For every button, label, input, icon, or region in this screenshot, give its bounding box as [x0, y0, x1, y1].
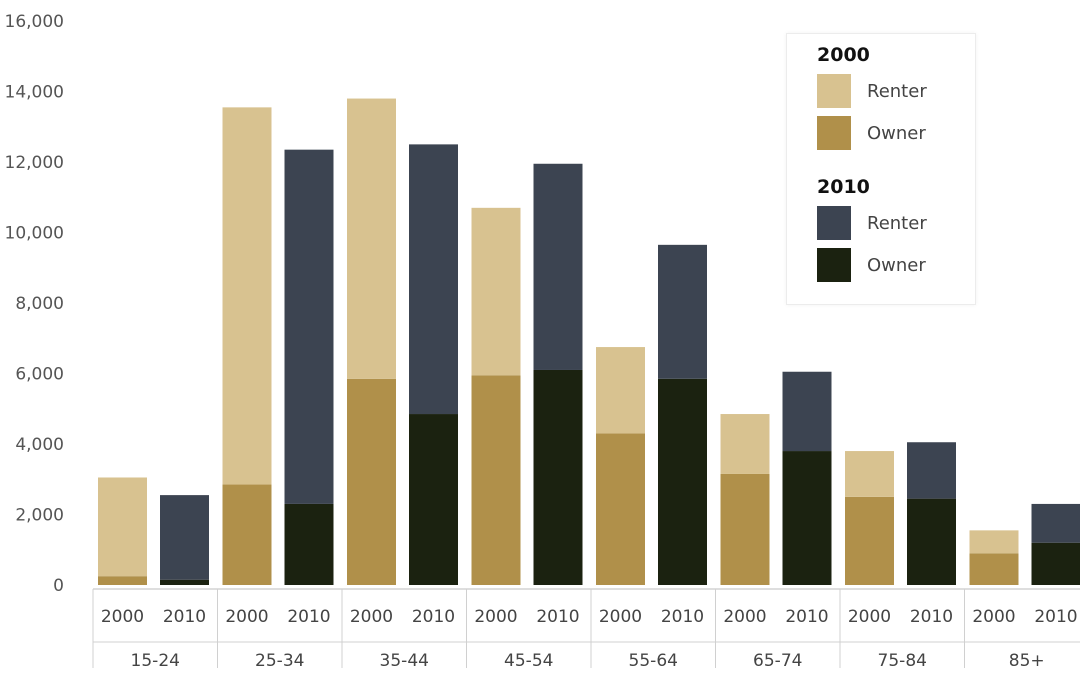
x-year-label: 2010: [661, 607, 704, 627]
bar-2010-renter: [533, 163, 583, 370]
bar-2010-renter: [409, 144, 458, 415]
legend-label-2010-owner: Owner: [867, 254, 926, 276]
x-category-label: 85+: [1009, 651, 1045, 671]
x-year-label: 2010: [1034, 607, 1077, 627]
bar-2010-renter: [658, 244, 707, 379]
y-tick-label: 10,000: [5, 224, 64, 244]
y-tick-label: 8,000: [15, 294, 64, 314]
bar-2000-owner: [222, 484, 272, 585]
x-category-label: 15-24: [131, 651, 180, 671]
x-category-label: 35-44: [380, 651, 429, 671]
x-year-label: 2010: [536, 607, 579, 627]
bar-2010-owner: [409, 414, 458, 585]
legend-label-2010-renter: Renter: [867, 212, 927, 234]
y-tick-label: 12,000: [5, 153, 64, 173]
legend-swatch-2010-owner: [817, 248, 851, 282]
x-year-label: 2010: [287, 607, 330, 627]
x-year-label: 2000: [972, 607, 1015, 627]
legend-swatch-2010-renter: [817, 206, 851, 240]
x-year-label: 2010: [412, 607, 455, 627]
x-category-label: 25-34: [255, 651, 304, 671]
y-tick-label: 4,000: [15, 435, 64, 455]
legend-group-2000: 2000 Renter Owner: [817, 44, 927, 154]
y-tick-label: 6,000: [15, 365, 64, 385]
x-year-label: 2000: [723, 607, 766, 627]
bar-2010-renter: [782, 371, 832, 452]
bar-2010-renter: [907, 442, 956, 499]
bar-2010-owner: [1031, 542, 1080, 585]
bar-2000-owner: [720, 473, 770, 585]
legend-title-2010: 2010: [817, 176, 870, 198]
bar-2010-owner: [160, 579, 209, 585]
legend-label-2000-renter: Renter: [867, 80, 927, 102]
bar-2010-owner: [658, 378, 707, 585]
x-category-label: 65-74: [753, 651, 802, 671]
bar-2010-renter: [284, 149, 334, 504]
chart-legend: 2000 Renter Owner 2010 Renter Owner: [786, 33, 976, 305]
y-tick-label: 14,000: [5, 83, 64, 103]
bar-2010-owner: [284, 503, 334, 585]
x-year-label: 2000: [225, 607, 268, 627]
legend-label-2000-owner: Owner: [867, 122, 926, 144]
bar-2000-renter: [596, 347, 645, 434]
legend-group-2010: 2010 Renter Owner: [817, 176, 927, 286]
bar-2000-owner: [845, 496, 894, 585]
legend-item-2010-renter: Renter: [817, 202, 927, 244]
x-year-label: 2000: [599, 607, 642, 627]
legend-swatch-2000-renter: [817, 74, 851, 108]
bar-2000-renter: [347, 98, 396, 379]
x-year-label: 2000: [848, 607, 891, 627]
bar-2010-renter: [160, 495, 209, 580]
legend-swatch-2000-owner: [817, 116, 851, 150]
y-tick-label: 2,000: [15, 506, 64, 526]
legend-item-2000-renter: Renter: [817, 70, 927, 112]
x-year-label: 2000: [474, 607, 517, 627]
bar-2010-owner: [533, 369, 583, 585]
bar-2000-owner: [98, 576, 147, 585]
x-category-label: 55-64: [629, 651, 678, 671]
bar-2000-renter: [720, 414, 770, 474]
legend-item-2000-owner: Owner: [817, 112, 927, 154]
x-year-label: 2000: [350, 607, 393, 627]
legend-title-2000: 2000: [817, 44, 870, 66]
x-category-label: 45-54: [504, 651, 553, 671]
bar-2000-renter: [845, 451, 894, 497]
bar-2010-renter: [1031, 503, 1080, 543]
y-tick-label: 16,000: [5, 12, 64, 32]
x-category-label: 75-84: [878, 651, 927, 671]
legend-item-2010-owner: Owner: [817, 244, 927, 286]
bar-2000-owner: [347, 378, 396, 585]
bar-2010-owner: [907, 498, 956, 585]
bar-2000-renter: [969, 530, 1019, 554]
bar-2000-owner: [471, 375, 521, 585]
y-tick-label: 0: [53, 576, 64, 596]
bar-2010-owner: [782, 451, 832, 585]
x-year-label: 2010: [163, 607, 206, 627]
bar-2000-owner: [969, 553, 1019, 585]
bar-2000-owner: [596, 433, 645, 585]
x-year-label: 2010: [785, 607, 828, 627]
bar-2000-renter: [98, 477, 147, 577]
bar-2000-renter: [222, 107, 272, 485]
bar-2000-renter: [471, 207, 521, 376]
x-year-label: 2000: [101, 607, 144, 627]
x-year-label: 2010: [910, 607, 953, 627]
